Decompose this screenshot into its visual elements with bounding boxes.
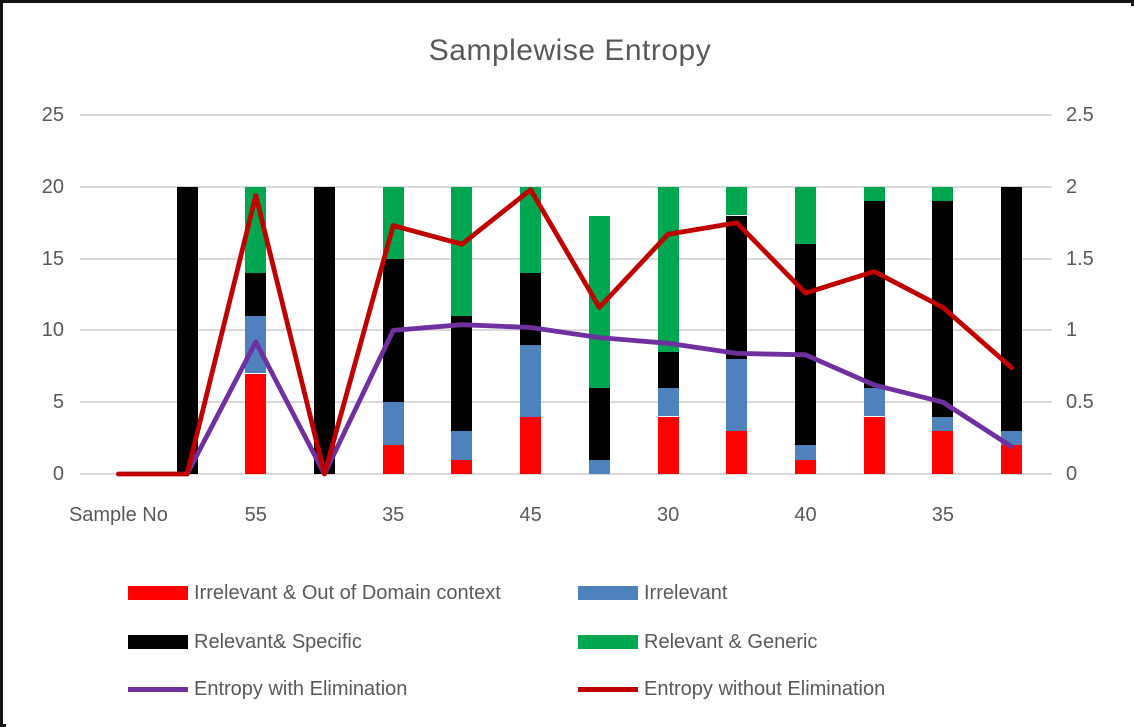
y-axis-right-tick-label: 2.5 <box>1066 104 1094 126</box>
legend-item-irrelevant-out-of-domain: Irrelevant & Out of Domain context <box>128 581 501 605</box>
green-swatch-icon <box>578 635 638 649</box>
x-axis-tick-label: 55 <box>244 504 267 526</box>
bar-segment <box>657 416 679 474</box>
legend-item-irrelevant: Irrelevant <box>578 581 727 605</box>
legend-label: Entropy without Elimination <box>644 677 886 700</box>
legend-item-entropy-without-elimination: Entropy without Elimination <box>578 677 885 701</box>
line-entropy-with-elimination <box>184 322 1014 477</box>
bar-segment <box>863 387 885 417</box>
y-axis-right-tick-label: 2 <box>1066 175 1078 198</box>
bar-segment <box>1001 445 1023 474</box>
red-swatch-icon <box>128 586 188 600</box>
bar-segment <box>520 186 542 273</box>
bar-segment <box>726 215 748 360</box>
bar-segment <box>520 344 542 417</box>
bar-segment <box>657 387 679 417</box>
bar-segment <box>932 186 954 202</box>
y-axis-right-tick-label: 0 <box>1066 463 1078 485</box>
blue-swatch-icon <box>578 586 638 600</box>
gridline <box>80 473 1052 475</box>
bar-segment <box>451 459 473 474</box>
plot-area: Sample No 55 35 45 30 40 35 <box>69 114 1052 526</box>
bar-segment <box>863 416 885 474</box>
bar-segment <box>245 273 267 317</box>
bar-segment <box>382 402 404 446</box>
line-entropy-without-elimination <box>116 187 1014 477</box>
bar-segment <box>245 373 267 474</box>
legend-label: Relevant & Generic <box>644 630 818 653</box>
gridline <box>80 185 1052 188</box>
y-axis-right-tick-label: 1.5 <box>1066 247 1094 270</box>
x-axis-tick-label: 40 <box>794 504 817 526</box>
black-swatch-icon <box>128 635 188 649</box>
bar-segment <box>451 430 473 460</box>
legend-label: Irrelevant <box>644 581 728 604</box>
bar-segment <box>932 430 954 474</box>
x-axis-tick-label: 35 <box>931 504 955 526</box>
y-axis-left-tick-label: 20 <box>41 175 64 198</box>
bar-segment <box>863 186 885 202</box>
legend-label: Irrelevant & Out of Domain context <box>194 581 501 604</box>
bar-segment <box>795 244 816 446</box>
lines-layer <box>116 187 1014 477</box>
bar-segment <box>657 186 679 352</box>
darkred-line-icon <box>578 686 638 692</box>
bar-segment <box>726 186 748 216</box>
x-axis-tick-label: 45 <box>519 504 542 526</box>
bar-segment <box>795 186 816 245</box>
legend-label: Entropy with Elimination <box>194 677 408 700</box>
y-axis-left-tick-label: 5 <box>52 391 64 414</box>
bar-segment <box>726 430 748 474</box>
bar-segment <box>932 416 954 431</box>
bar-segment <box>795 459 816 474</box>
bar-segment <box>176 186 198 474</box>
y-axis-left-tick-label: 25 <box>41 104 64 126</box>
bar-segment <box>451 316 473 431</box>
legend-item-relevant-specific: Relevant& Specific <box>128 630 362 654</box>
bar-segment <box>588 215 610 388</box>
y-axis-right-tick-label: 1 <box>1066 319 1078 342</box>
bar-segment <box>1001 186 1023 431</box>
x-axis-tick-label: 35 <box>382 504 405 526</box>
bar-segment <box>588 459 610 474</box>
samplewise-entropy-chart: Samplewise Entropy Sample No 55 35 45 30 40 35… <box>6 6 1134 727</box>
gridline <box>80 257 1052 260</box>
gridline <box>80 114 1052 116</box>
bar-segment <box>382 445 404 474</box>
bar-segment <box>795 445 816 460</box>
legend-label: Relevant& Specific <box>194 630 362 653</box>
legend-item-relevant-generic: Relevant & Generic <box>578 630 817 654</box>
y-axis-right-tick-label: 0.5 <box>1066 391 1094 414</box>
bar-segment <box>520 416 542 474</box>
bar-segment <box>726 359 748 431</box>
x-axis-tick-label: 30 <box>656 504 680 526</box>
gridline <box>80 401 1052 404</box>
purple-line-icon <box>128 686 188 692</box>
bar-segment <box>314 186 335 474</box>
y-axis-left-tick-label: 10 <box>41 319 64 342</box>
bar-segment <box>657 351 679 388</box>
x-axis-tick-label: Sample No <box>68 504 168 526</box>
y-axis-left-tick-label: 0 <box>52 463 64 485</box>
bar-segment <box>863 201 885 388</box>
chart-title: Samplewise Entropy <box>428 34 712 67</box>
bar-segment <box>451 186 473 316</box>
bar-segment <box>588 387 610 460</box>
legend-item-entropy-with-elimination: Entropy with Elimination <box>128 677 407 701</box>
y-axis-left-tick-label: 15 <box>41 247 64 270</box>
